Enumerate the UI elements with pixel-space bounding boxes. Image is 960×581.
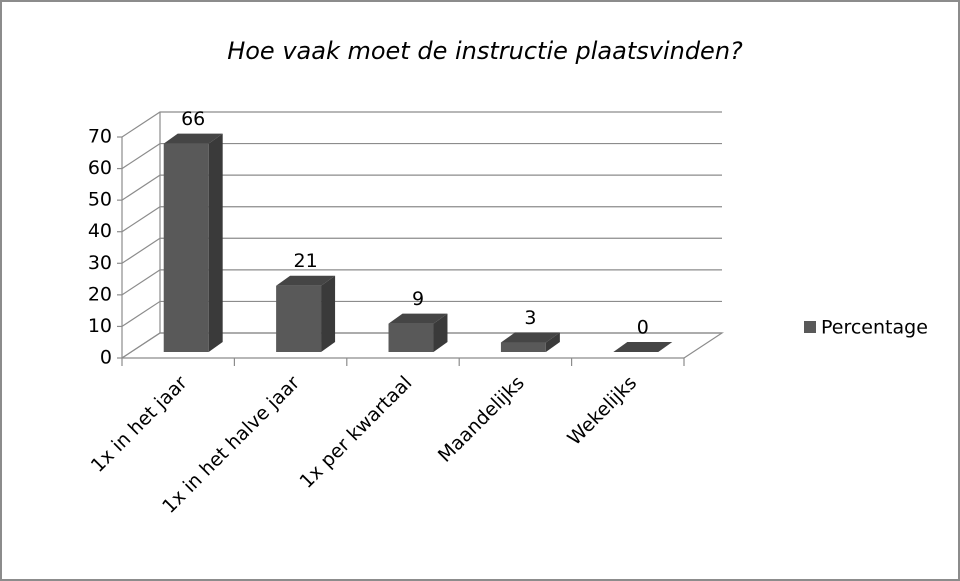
bar: [276, 285, 322, 352]
y-tick-label: 10: [88, 315, 112, 337]
bar-top: [388, 313, 448, 324]
value-label: 66: [181, 108, 205, 130]
y-tick-label: 40: [88, 220, 112, 242]
value-label: 0: [637, 317, 649, 339]
y-tick-label: 20: [88, 283, 112, 305]
value-label: 3: [524, 307, 536, 329]
chart-title: Hoe vaak moet de instructie plaatsvinden…: [227, 37, 743, 65]
bar-side: [545, 332, 560, 352]
grid-line: [121, 111, 722, 138]
value-label: 9: [412, 288, 424, 310]
bar-top: [500, 332, 560, 343]
grid-line: [121, 269, 722, 296]
y-tick-label: 60: [88, 157, 112, 179]
grid-line: [121, 237, 722, 264]
legend-swatch: [804, 321, 816, 333]
grid-line: [121, 300, 722, 327]
grid-line: [121, 174, 722, 201]
grid-line: [121, 142, 722, 170]
y-tick-label: 70: [88, 126, 112, 148]
bar: [388, 323, 434, 352]
bar-top: [276, 275, 336, 286]
bar: [500, 342, 546, 352]
value-label: 21: [294, 250, 318, 272]
bar-top: [613, 342, 673, 352]
grid-line: [121, 206, 722, 233]
legend-label: Percentage: [821, 317, 928, 339]
y-tick-label: 50: [88, 189, 112, 211]
bar-top: [163, 133, 223, 144]
y-tick-label: 30: [88, 252, 112, 274]
bar: [163, 143, 209, 352]
bar-side: [321, 275, 336, 352]
bar-side: [208, 133, 223, 352]
bar-side: [433, 313, 448, 352]
y-tick-label: 0: [100, 347, 112, 369]
